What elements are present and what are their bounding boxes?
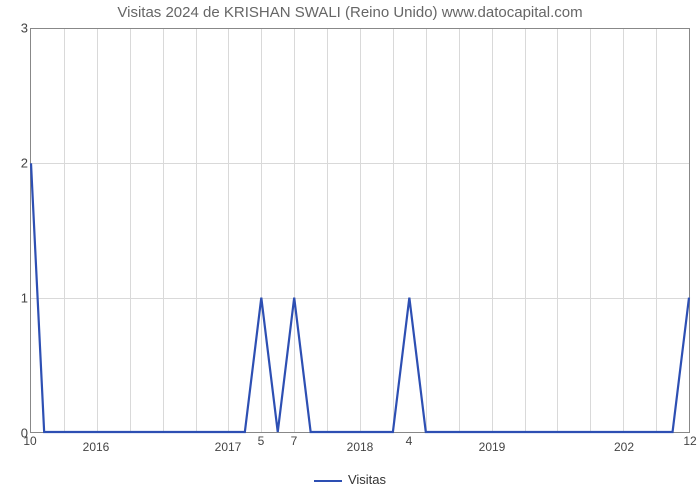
x-tick-label: 202 bbox=[614, 440, 634, 454]
legend-swatch bbox=[314, 480, 342, 482]
point-annotation: 4 bbox=[406, 434, 413, 448]
x-tick-label: 2017 bbox=[215, 440, 242, 454]
legend-label: Visitas bbox=[348, 472, 386, 487]
y-tick-2: 2 bbox=[8, 156, 28, 171]
y-tick-1: 1 bbox=[8, 291, 28, 306]
point-annotation: 5 bbox=[258, 434, 265, 448]
point-annotation: 12 bbox=[683, 434, 696, 448]
legend: Visitas bbox=[0, 472, 700, 487]
point-annotation: 10 bbox=[23, 434, 36, 448]
y-tick-3: 3 bbox=[8, 21, 28, 36]
chart-container: Visitas 2024 de KRISHAN SWALI (Reino Uni… bbox=[0, 0, 700, 500]
x-tick-label: 2018 bbox=[347, 440, 374, 454]
point-annotation: 7 bbox=[291, 434, 298, 448]
plot-area bbox=[30, 28, 690, 433]
x-tick-label: 2016 bbox=[83, 440, 110, 454]
x-tick-label: 2019 bbox=[479, 440, 506, 454]
chart-title: Visitas 2024 de KRISHAN SWALI (Reino Uni… bbox=[0, 4, 700, 21]
line-series bbox=[31, 29, 689, 432]
